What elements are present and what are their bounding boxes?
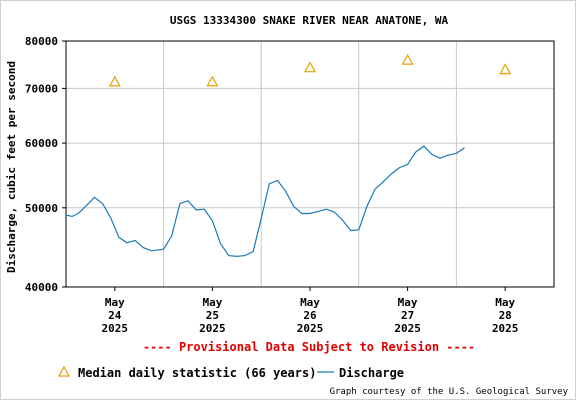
x-tick-label: May xyxy=(495,296,515,309)
discharge-line xyxy=(65,145,465,258)
median-point xyxy=(206,75,219,87)
x-tick-label: 2025 xyxy=(394,322,421,335)
x-tick-label: 27 xyxy=(401,309,414,322)
x-tick-label: May xyxy=(300,296,320,309)
median-point xyxy=(303,61,317,73)
median-series xyxy=(108,53,512,87)
x-tick-label: 2025 xyxy=(492,322,519,335)
x-tick-label: 2025 xyxy=(199,322,226,335)
y-tick-label: 40000 xyxy=(25,281,58,294)
grid-lines xyxy=(66,40,554,288)
x-tick-label: 28 xyxy=(499,309,512,322)
x-tick-label: May xyxy=(202,296,222,309)
y-ticks: 40000 50000 60000 70000 80000 xyxy=(25,35,66,294)
provisional-notice: ---- Provisional Data Subject to Revisio… xyxy=(143,340,475,354)
median-point xyxy=(401,53,414,65)
graph-credit: Graph courtesy of the U.S. Geological Su… xyxy=(330,387,569,397)
legend-median-label: Median daily statistic (66 years) xyxy=(78,366,316,380)
y-tick-label: 60000 xyxy=(25,137,58,150)
y-tick-label: 70000 xyxy=(25,82,58,95)
median-point xyxy=(108,75,121,87)
median-point xyxy=(499,63,512,75)
x-tick-label: 25 xyxy=(206,309,219,322)
legend-median-triangle-icon xyxy=(57,365,71,377)
x-tick-label: 26 xyxy=(303,309,317,322)
legend: Median daily statistic (66 years) Discha… xyxy=(57,365,404,380)
x-tick-label: May xyxy=(105,296,125,309)
plot-area xyxy=(65,40,555,288)
chart-title: USGS 13334300 SNAKE RIVER NEAR ANATONE, … xyxy=(170,14,449,27)
x-tick-label: May xyxy=(398,296,418,309)
x-ticks: May242025May252025May262025May272025May2… xyxy=(102,287,519,335)
x-tick-label: 2025 xyxy=(297,322,324,335)
legend-discharge-label: Discharge xyxy=(339,366,404,380)
x-tick-label: 2025 xyxy=(102,322,129,335)
y-axis-label: Discharge, cubic feet per second xyxy=(5,61,18,273)
y-tick-label: 50000 xyxy=(25,202,58,215)
y-tick-label: 80000 xyxy=(25,35,58,48)
x-tick-label: 24 xyxy=(108,309,122,322)
discharge-series xyxy=(65,145,465,258)
